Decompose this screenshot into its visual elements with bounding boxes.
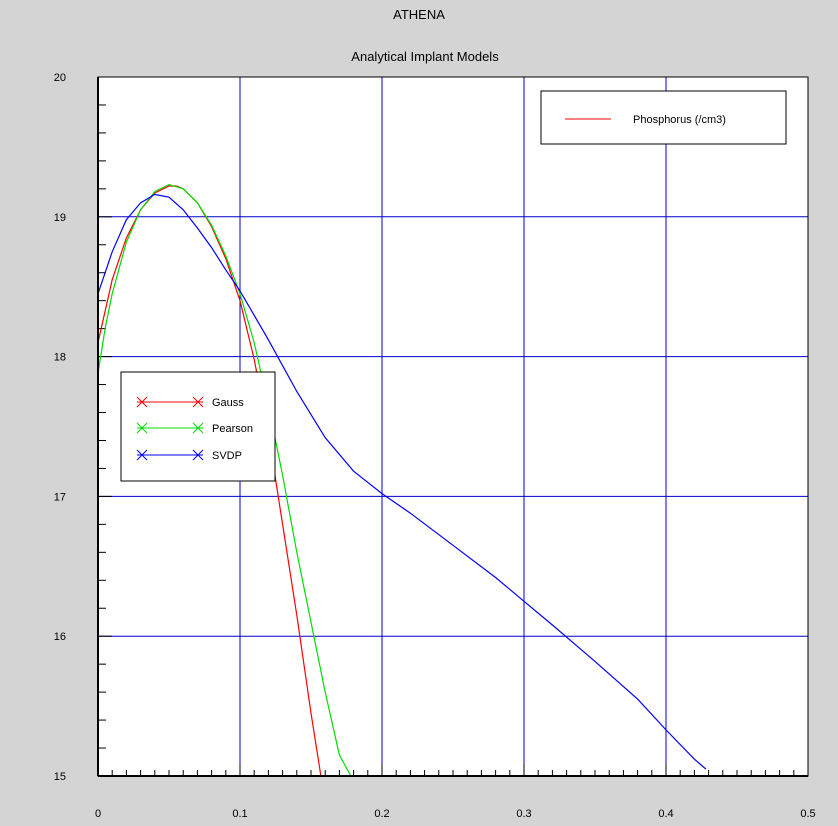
legend-marker-svdp xyxy=(136,449,204,461)
y-tick-label: 17 xyxy=(54,491,66,503)
y-tick-label: 19 xyxy=(54,212,66,224)
legend-box-models xyxy=(120,371,276,482)
legend-label-pearson: Pearson xyxy=(212,423,253,435)
app-title: ATHENA xyxy=(393,7,445,22)
legend-phosphorus: Phosphorus (/cm3) xyxy=(540,90,787,145)
y-tick-label: 16 xyxy=(54,631,66,643)
tick-labels: 0 0.1 0.2 0.3 0.4 0.5 15 16 17 18 19 20 xyxy=(54,72,816,820)
legend-marker-gauss xyxy=(136,396,204,408)
legend-label-gauss: Gauss xyxy=(212,397,244,409)
series-lines xyxy=(97,183,707,777)
legend-label-svdp: SVDP xyxy=(212,450,242,462)
x-tick-label: 0.3 xyxy=(516,808,531,820)
y-tick-label: 15 xyxy=(54,771,66,783)
y-tick-label: 20 xyxy=(54,72,66,84)
legend-marker-pearson xyxy=(136,422,204,434)
y-tick-label: 18 xyxy=(54,352,66,364)
x-tick-label: 0.4 xyxy=(658,808,673,820)
legend-entry-pearson: Pearson xyxy=(136,422,253,435)
legend-label-phosphorus: Phosphorus (/cm3) xyxy=(633,114,726,126)
grid-lines xyxy=(98,77,808,776)
x-tick-label: 0.5 xyxy=(800,808,815,820)
legend-box-phosphorus xyxy=(540,90,787,145)
x-tick-label: 0 xyxy=(95,808,101,820)
series-line-pearson xyxy=(97,183,352,777)
chart-title: Analytical Implant Models xyxy=(351,49,499,64)
legend-entry-svdp: SVDP xyxy=(136,449,242,462)
legend-models: Gauss Pearson SVDP xyxy=(120,371,276,482)
x-tick-label: 0.1 xyxy=(232,808,247,820)
legend-entry-gauss: Gauss xyxy=(136,396,244,409)
series-line-svdp xyxy=(97,193,707,770)
x-tick-label: 0.2 xyxy=(374,808,389,820)
